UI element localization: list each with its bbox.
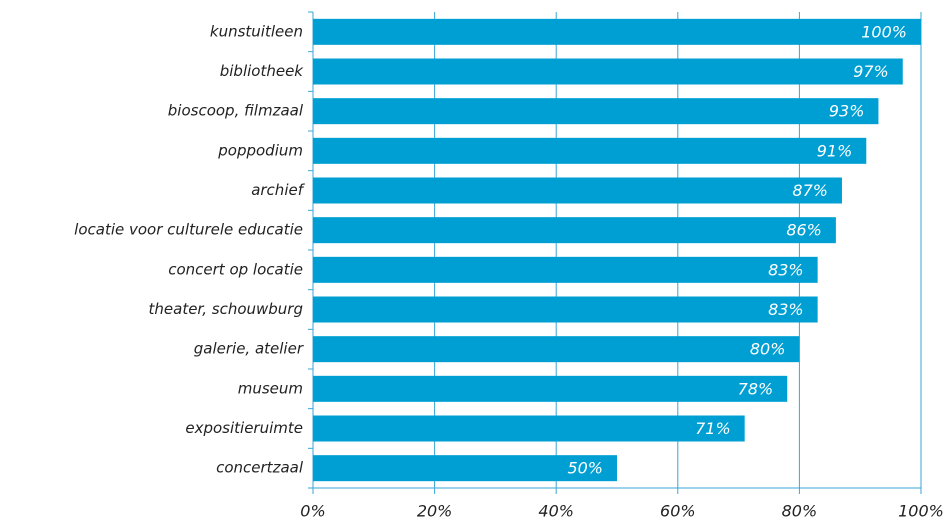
x-tick-label: 0% [300, 502, 325, 521]
value-label: 86% [786, 221, 822, 240]
y-tick-label: archief [251, 181, 306, 199]
value-label: 83% [768, 260, 804, 279]
x-tick-label: 80% [782, 502, 818, 521]
value-label: 87% [792, 181, 828, 200]
value-label: 71% [695, 419, 731, 438]
bar [313, 375, 788, 402]
y-tick-label: concert op locatie [168, 260, 303, 278]
y-tick-label: expositieruimte [185, 419, 303, 437]
bar [313, 415, 745, 442]
bar [313, 336, 800, 363]
y-tick-label: kunstuitleen [210, 22, 303, 40]
value-label: 50% [567, 459, 603, 478]
value-label: 100% [861, 22, 907, 41]
bar [313, 256, 818, 283]
y-tick-label: galerie, atelier [194, 340, 304, 358]
y-tick-label: locatie voor culturele educatie [74, 221, 303, 239]
y-tick-label: poppodium [217, 141, 303, 159]
value-label: 91% [817, 141, 853, 160]
bar [313, 137, 867, 164]
bar [313, 18, 921, 45]
y-tick-label: museum [238, 379, 303, 397]
bar [313, 217, 836, 244]
bar [313, 177, 842, 204]
x-tick-label: 100% [898, 502, 944, 521]
value-label: 83% [768, 300, 804, 319]
y-tick-label: concertzaal [216, 459, 304, 477]
x-tick-label: 20% [417, 502, 453, 521]
value-label: 93% [829, 102, 865, 121]
value-label: 97% [853, 62, 889, 81]
x-tick-label: 40% [538, 502, 574, 521]
bar [313, 98, 879, 125]
y-tick-label: theater, schouwburg [149, 300, 303, 318]
value-label: 80% [750, 340, 786, 359]
bar [313, 455, 617, 482]
x-tick-label: 60% [660, 502, 696, 521]
value-label: 78% [738, 379, 774, 398]
bar [313, 296, 818, 323]
bar [313, 58, 903, 85]
y-tick-label: bibliotheek [220, 62, 305, 80]
y-tick-label: bioscoop, filmzaal [168, 102, 304, 120]
